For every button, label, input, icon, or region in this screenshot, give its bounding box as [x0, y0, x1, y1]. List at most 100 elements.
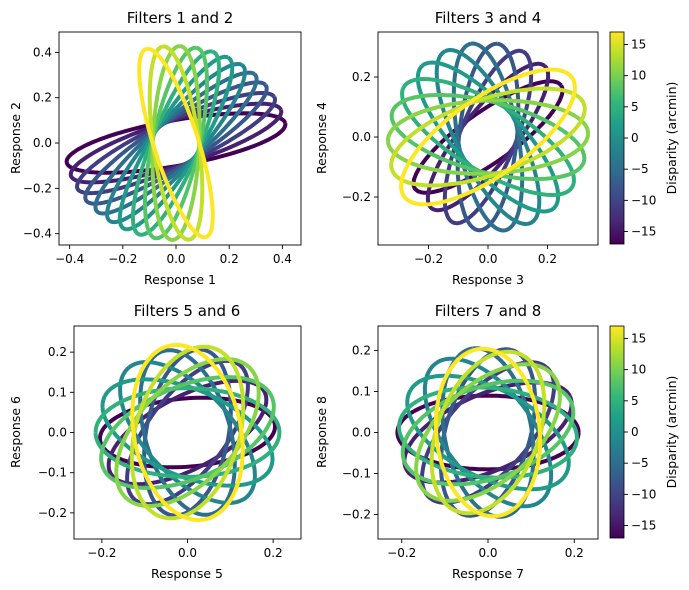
colorbar-top: Disparity (arcmin) −15 −10 −5 0 5 10 15 [609, 31, 679, 245]
disparity-curve [455, 41, 521, 233]
disparity-curve [414, 362, 562, 503]
y-tick-label: 0.0 [352, 426, 371, 440]
disparity-curve [64, 111, 288, 175]
disparity-curve [389, 86, 587, 188]
y-tick-label: 0.2 [48, 345, 67, 359]
y-tick-label: 0.4 [33, 45, 52, 59]
colorbar-tick-label: −10 [631, 193, 656, 207]
y-tick-label: 0.1 [48, 385, 67, 399]
axes-frame [58, 31, 302, 246]
disparity-curve [397, 385, 579, 480]
y-tick-label: 0.0 [48, 426, 67, 440]
x-tick-label: −0.2 [387, 546, 416, 560]
subplot-filters-3-4: −0.2 0.0 0.2 −0.2 0.0 0.2 [342, 31, 599, 266]
x-tick-label: 0.0 [478, 546, 497, 560]
y-tick-label: −0.2 [23, 181, 52, 195]
y-tick-label: 0.2 [352, 70, 371, 84]
disparity-curve [400, 77, 576, 197]
colorbar-tick-label: 0 [631, 131, 639, 145]
y-tick-label: 0.2 [352, 344, 371, 358]
y-tick-label: −0.2 [342, 507, 371, 521]
disparity-curve [138, 348, 237, 517]
colorbar-tick-label: 15 [631, 37, 646, 51]
y-tick-label: 0.0 [352, 130, 371, 144]
colorbar-bottom-label: Disparity (arcmin) [664, 376, 679, 489]
disparity-curve [429, 349, 547, 516]
x-tick-label: −0.4 [55, 252, 84, 266]
subplot-filters-5-6: −0.2 0.0 0.2 −0.2 −0.1 0.0 0.1 0.2 [38, 325, 302, 560]
x-axis-label-1: Response 1 [144, 272, 216, 287]
colorbar-tick-label: 15 [631, 331, 646, 345]
disparity-curve [93, 386, 282, 479]
disparity-curve [433, 346, 543, 519]
disparity-curve [93, 70, 259, 216]
subplot-filters-1-2: −0.4 −0.2 0.0 0.2 0.4 −0.4 −0.2 0.0 0.2 0.4 [23, 31, 302, 266]
disparity-curve [117, 54, 235, 232]
x-tick-label: 0.2 [538, 252, 557, 266]
x-tick-label: 0.0 [166, 252, 185, 266]
y-axis-label-1: Response 2 [8, 102, 23, 174]
y-axis-label-4: Response 8 [314, 396, 329, 468]
curve-group [93, 343, 282, 522]
x-tick-label: 0.2 [220, 252, 239, 266]
colorbar-top-label: Disparity (arcmin) [664, 82, 679, 195]
y-axis-label-3: Response 6 [8, 396, 23, 468]
subplot-filters-7-8: −0.2 0.0 0.2 −0.2 −0.1 0.0 0.1 0.2 [342, 325, 599, 560]
disparity-curve [100, 377, 275, 488]
colorbar-tick-label: 5 [631, 394, 639, 408]
disparity-curve [400, 378, 576, 487]
colorbar-bottom-gradient [609, 325, 625, 539]
subplot-title-4: Filters 7 and 8 [435, 302, 542, 320]
x-tick-label: 0.2 [565, 546, 584, 560]
x-axis-label-4: Response 7 [452, 566, 524, 581]
x-tick-label: 0.4 [273, 252, 292, 266]
x-axis-label-2: Response 3 [452, 272, 524, 287]
colorbar-bottom: Disparity (arcmin) −15 −10 −5 0 5 10 15 [609, 325, 679, 539]
disparity-curve [147, 44, 205, 242]
curve-group [64, 44, 288, 242]
y-tick-label: −0.1 [342, 466, 371, 480]
colorbar-tick-label: 10 [631, 363, 646, 377]
disparity-curve [405, 373, 571, 492]
y-tick-label: −0.1 [38, 466, 67, 480]
colorbar-tick-label: −15 [631, 519, 656, 533]
disparity-curve [105, 62, 247, 225]
disparity-curve [137, 46, 215, 240]
colorbar-top-gradient [609, 31, 625, 245]
y-tick-label: 0.0 [33, 136, 52, 150]
x-tick-label: 0.2 [264, 546, 283, 560]
x-axis-label-3: Response 5 [151, 566, 223, 581]
y-tick-label: −0.2 [38, 506, 67, 520]
disparity-curve [385, 98, 591, 176]
y-tick-label: 0.1 [352, 385, 371, 399]
colorbar-tick-label: −5 [631, 162, 649, 176]
curve-group [395, 346, 581, 519]
colorbar-tick-label: 5 [631, 100, 639, 114]
colorbar-tick-label: −10 [631, 487, 656, 501]
x-tick-label: −0.2 [108, 252, 137, 266]
disparity-curve [130, 49, 222, 237]
disparity-curve [114, 357, 261, 508]
y-tick-label: −0.4 [23, 227, 52, 241]
subplot-title-3: Filters 5 and 6 [134, 302, 241, 320]
x-tick-label: −0.2 [87, 546, 116, 560]
x-tick-label: 0.0 [478, 252, 497, 266]
x-tick-label: −0.2 [414, 252, 443, 266]
disparity-curve [150, 44, 202, 242]
subplot-title-2: Filters 3 and 4 [435, 9, 542, 27]
disparity-curve [422, 356, 554, 509]
y-tick-label: −0.2 [342, 190, 371, 204]
disparity-curve [451, 41, 525, 233]
disparity-curve [99, 375, 276, 490]
disparity-curve [389, 93, 587, 181]
subplot-title-1: Filters 1 and 2 [127, 9, 234, 27]
disparity-curve [130, 343, 245, 522]
y-axis-label-2: Response 4 [314, 102, 329, 174]
y-tick-label: 0.2 [33, 91, 52, 105]
colorbar-tick-label: −15 [631, 225, 656, 239]
disparity-curve [399, 67, 577, 207]
x-tick-label: 0.0 [178, 546, 197, 560]
colorbar-tick-label: −5 [631, 456, 649, 470]
colorbar-tick-label: 10 [631, 69, 646, 83]
